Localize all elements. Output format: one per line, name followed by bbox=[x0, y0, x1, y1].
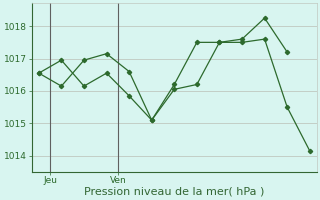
X-axis label: Pression niveau de la mer( hPa ): Pression niveau de la mer( hPa ) bbox=[84, 187, 264, 197]
